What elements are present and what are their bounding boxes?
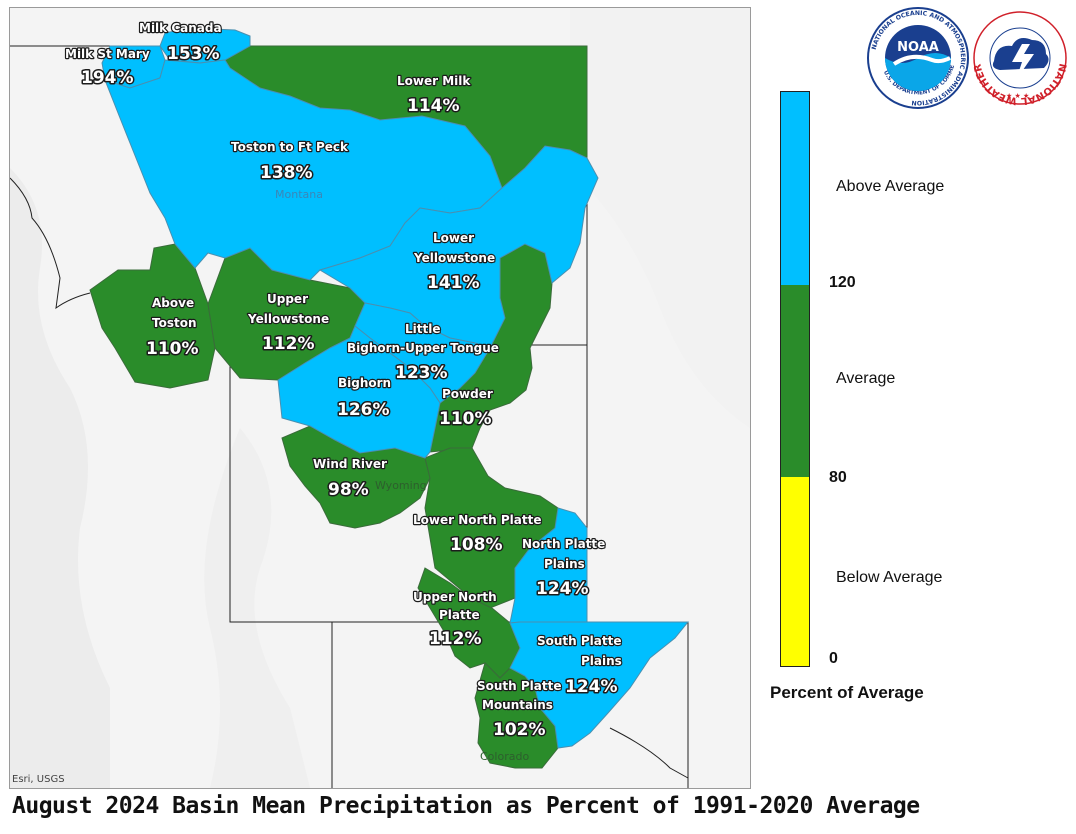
- label-upper-north-platte-1: Upper North: [413, 590, 497, 604]
- nws-stars: ★ ★ ★: [1006, 92, 1029, 100]
- basin-milk-canada[interactable]: [159, 27, 251, 64]
- pct-upper-north-platte: 112%: [429, 629, 482, 649]
- above-average-basins: [101, 27, 690, 749]
- pct-north-platte-plains: 124%: [536, 579, 589, 599]
- label-south-platte-plains-2: Plains: [581, 654, 622, 668]
- pct-south-platte-mountains: 102%: [493, 720, 546, 740]
- pct-lower-milk: 114%: [407, 96, 460, 116]
- basin-map[interactable]: Montana Wyoming Colorado Milk Canada 153…: [9, 7, 751, 789]
- state-label-colorado: Colorado: [480, 750, 529, 763]
- label-powder: Powder: [442, 387, 493, 401]
- label-bighorn: Bighorn: [338, 376, 391, 390]
- pct-powder: 110%: [439, 409, 492, 429]
- state-label-montana: Montana: [275, 188, 323, 201]
- pct-milk-st-mary: 194%: [81, 68, 134, 88]
- pct-milk-canada: 153%: [167, 44, 220, 64]
- legend-label-average: Average: [836, 370, 896, 387]
- legend-label-below: Below Average: [836, 569, 943, 586]
- legend-color-bar: [780, 91, 810, 667]
- pct-lower-yellowstone: 141%: [427, 273, 480, 293]
- legend-label-above: Above Average: [836, 178, 945, 195]
- terrain-shading: [10, 8, 750, 788]
- basin-bighorn[interactable]: [277, 325, 441, 459]
- label-upper-north-platte-2: Platte: [439, 608, 480, 622]
- label-north-platte-plains-2: Plains: [544, 557, 585, 571]
- nws-logo: NATIONAL WEATHER SERVICE ★ ★ ★: [972, 6, 1068, 106]
- label-little-bighorn-1: Little: [405, 322, 440, 336]
- label-milk-st-mary: Milk St Mary: [65, 47, 150, 61]
- basin-lower-yellowstone[interactable]: [318, 145, 599, 349]
- legend-swatch-below: [781, 477, 809, 666]
- legend-tick-120: 120: [829, 274, 856, 291]
- map-attribution: Esri, USGS: [12, 774, 65, 785]
- label-toston-ft-peck: Toston to Ft Peck: [231, 140, 349, 154]
- label-lower-milk: Lower Milk: [397, 74, 471, 88]
- label-south-platte-mountains-2: Mountains: [482, 698, 553, 712]
- basin-labels: Milk Canada 153% Milk St Mary 194% Lower…: [64, 20, 623, 742]
- label-wind-river: Wind River: [313, 457, 387, 471]
- map-canvas: Montana Wyoming Colorado Milk Canada 153…: [10, 8, 750, 788]
- noaa-logo: NATIONAL OCEANIC AND ATMOSPHERIC ADMINIS…: [866, 6, 969, 109]
- pct-bighorn: 126%: [337, 400, 390, 420]
- legend-tick-80: 80: [829, 469, 847, 486]
- se-boundary: [609, 727, 689, 779]
- label-upper-yellowstone-1: Upper: [267, 292, 308, 306]
- label-north-platte-plains-1: North Platte: [522, 537, 605, 551]
- pct-wind-river: 98%: [328, 480, 369, 500]
- legend-tick-0: 0: [829, 650, 838, 667]
- basin-south-platte-plains[interactable]: [509, 621, 690, 749]
- pct-upper-yellowstone: 112%: [262, 334, 315, 354]
- pct-little-bighorn: 123%: [395, 363, 448, 383]
- label-milk-canada: Milk Canada: [139, 21, 222, 35]
- idaho-border: [10, 177, 91, 310]
- pct-south-platte-plains: 124%: [565, 677, 618, 697]
- label-lower-yellowstone-1: Lower: [433, 231, 474, 245]
- label-south-platte-plains-1: South Platte: [537, 634, 622, 648]
- pct-toston-ft-peck: 138%: [260, 163, 313, 183]
- pct-above-toston: 110%: [146, 339, 199, 359]
- label-upper-yellowstone-2: Yellowstone: [247, 312, 329, 326]
- map-title: August 2024 Basin Mean Precipitation as …: [12, 793, 920, 819]
- noaa-wordmark: NOAA: [897, 40, 939, 55]
- label-lower-north-platte: Lower North Platte: [413, 513, 542, 527]
- label-lower-yellowstone-2: Yellowstone: [413, 251, 495, 265]
- legend-title: Percent of Average: [770, 683, 924, 702]
- label-little-bighorn-2: Bighorn-Upper Tongue: [347, 341, 499, 355]
- label-above-toston-2: Toston: [152, 316, 197, 330]
- label-above-toston-1: Above: [152, 296, 194, 310]
- legend-swatch-above: [781, 92, 809, 285]
- legend-swatch-average: [781, 285, 809, 477]
- label-south-platte-mountains-1: South Platte: [477, 679, 562, 693]
- state-label-wyoming: Wyoming: [375, 479, 427, 492]
- pct-lower-north-platte: 108%: [450, 535, 503, 555]
